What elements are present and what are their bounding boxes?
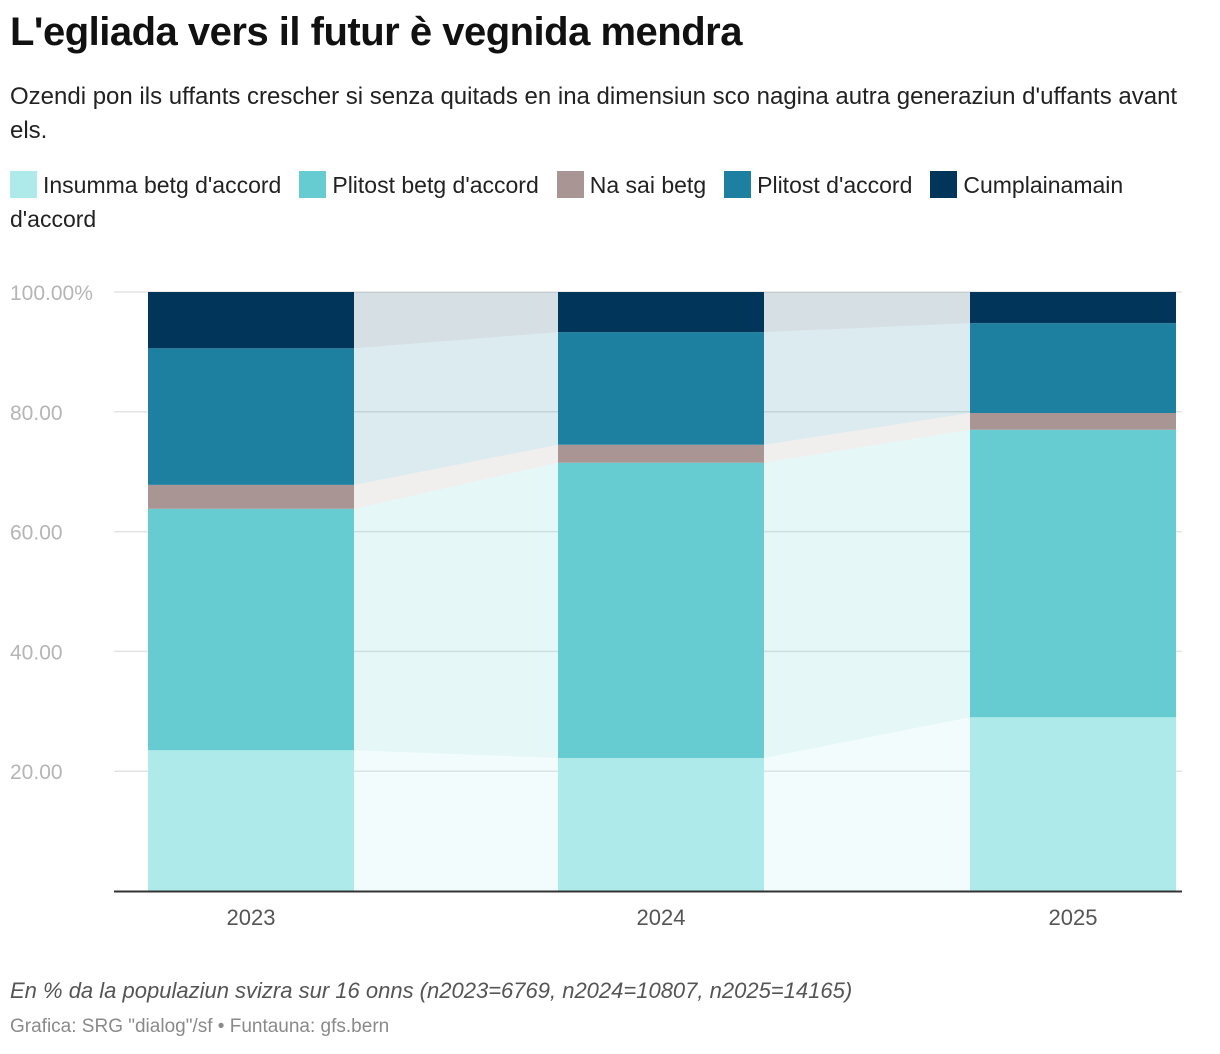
- bar-segment-plitost-daccord-2024: [558, 332, 764, 445]
- bar-segment-plitost-betg-daccord-2024: [558, 462, 764, 759]
- legend-item-plitost-betg-daccord: Plitost betg d'accord: [299, 171, 539, 198]
- bar-segment-plitost-daccord-2025: [970, 323, 1176, 413]
- y-tick-label: 60.00: [10, 522, 63, 545]
- bar-segment-na-sai-betg-2025: [970, 412, 1176, 430]
- bar-segment-na-sai-betg-2024: [558, 444, 764, 463]
- legend-swatch: [724, 171, 752, 198]
- connector-band-insumma-betg-daccord: [354, 750, 558, 891]
- chart-subtitle: Ozendi pon ils uffants crescher si senza…: [10, 83, 1178, 144]
- y-tick-label: 40.00: [10, 641, 63, 664]
- legend-swatch: [299, 171, 327, 198]
- connector-band-na-sai-betg: [354, 444, 558, 509]
- y-tick-label: 100.00%: [10, 282, 93, 305]
- y-tick-label: 80.00: [10, 402, 63, 425]
- legend-swatch: [10, 171, 37, 198]
- connector-band-cumplainamain-daccord: [764, 292, 970, 333]
- connector-band-insumma-betg-daccord: [764, 717, 970, 891]
- bar-segment-plitost-betg-daccord-2023: [148, 508, 354, 751]
- legend-swatch: [556, 171, 584, 198]
- x-tick-label: 2025: [1049, 905, 1098, 930]
- legend-swatch: [930, 171, 958, 198]
- legend: Insumma betg d'accord Plitost betg d'acco…: [10, 168, 1210, 236]
- legend-item-plitost-daccord: Plitost d'accord: [724, 171, 913, 198]
- bar-segment-na-sai-betg-2023: [148, 484, 354, 509]
- x-tick-label: 2023: [227, 905, 276, 930]
- connector-band-plitost-daccord: [354, 332, 558, 485]
- chart-note: En % da la populaziun svizra sur 16 onns…: [10, 978, 853, 1003]
- stacked-bar-chart: 100.00% 80.00 60.00 40.00 20.00 2023 2024 2025: [10, 282, 1182, 930]
- y-tick-label: 20.00: [10, 761, 63, 784]
- legend-item-na-sai-betg: Na sai betg: [556, 171, 707, 198]
- legend-item-insumma-betg-daccord: Insumma betg d'accord: [10, 171, 282, 198]
- legend-label: Plitost d'accord: [757, 172, 913, 198]
- bar-segment-plitost-betg-daccord-2025: [970, 429, 1176, 718]
- bar-segment-insumma-betg-daccord-2024: [558, 758, 764, 891]
- connector-band-na-sai-betg: [764, 412, 970, 463]
- bar-segment-insumma-betg-daccord-2023: [148, 750, 354, 891]
- bar-segment-cumplainamain-daccord-2023: [148, 292, 354, 349]
- connector-band-cumplainamain-daccord: [354, 292, 558, 349]
- connector-band-plitost-betg-daccord: [764, 429, 970, 759]
- bar-segment-cumplainamain-daccord-2024: [558, 292, 764, 333]
- x-tick-label: 2024: [637, 905, 686, 930]
- legend-label: Insumma betg d'accord: [43, 172, 282, 198]
- connector-band-plitost-betg-daccord: [354, 462, 558, 759]
- chart-credit: Grafica: SRG "dialog"/sf • Funtauna: gfs…: [10, 1016, 390, 1037]
- bar-segment-cumplainamain-daccord-2025: [970, 292, 1176, 324]
- legend-label: Plitost betg d'accord: [332, 172, 539, 198]
- chart-title: L'egliada vers il futur è vegnida mendra: [10, 10, 742, 54]
- legend-item-cumplainamain-daccord: Cumplainamain d'accord: [10, 171, 1124, 232]
- bar-segment-plitost-daccord-2023: [148, 348, 354, 485]
- legend-label: Cumplainamain d'accord: [10, 172, 1124, 232]
- legend-label: Na sai betg: [589, 172, 707, 198]
- bar-segment-insumma-betg-daccord-2025: [970, 717, 1176, 891]
- connector-band-plitost-daccord: [764, 323, 970, 445]
